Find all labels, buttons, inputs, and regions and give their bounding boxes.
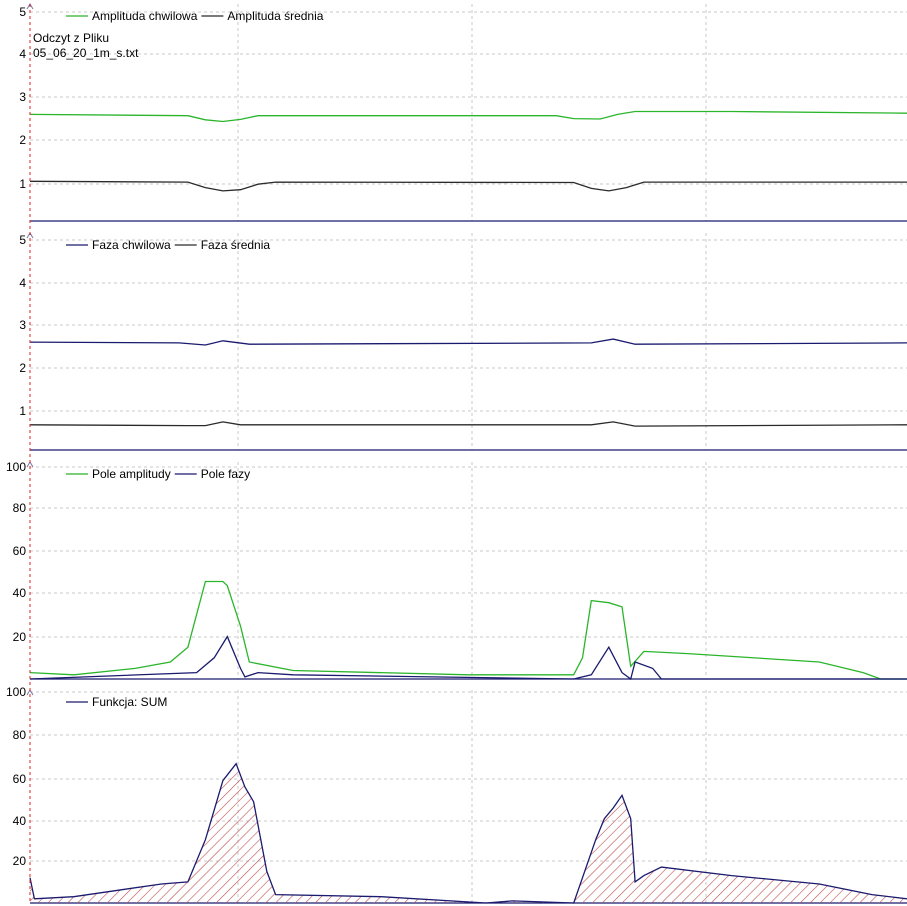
legend-label: Funkcja: SUM — [92, 695, 167, 709]
series-line-1 — [29, 580, 907, 680]
series-line-1 — [29, 762, 907, 904]
legend-label: Pole fazy — [201, 467, 250, 481]
y-tick-label: 40 — [13, 814, 27, 828]
panel-2: 1 2 3 4 5 Faza chwilowa Faza średnia — [19, 232, 907, 451]
series-line-2 — [29, 421, 907, 427]
legend-label: Amplituda chwilowa — [92, 9, 198, 23]
series-line-1 — [29, 110, 907, 123]
y-tick-label: 20 — [13, 630, 27, 644]
y-tick-label: 4 — [19, 47, 26, 61]
legend-label: Faza średnia — [201, 238, 271, 252]
series-line-2 — [29, 635, 907, 681]
y-tick-label: 4 — [19, 276, 26, 290]
panel-1: 1 2 3 4 5 Amplituda chwilowa Amplituda średnia — [19, 3, 907, 222]
series-line-2 — [29, 180, 907, 192]
y-tick-label: 100 — [6, 685, 26, 699]
filename-label: 05_06_20_1m_s.txt — [33, 46, 139, 60]
y-tick-label: 5 — [19, 233, 26, 247]
y-tick-label: 80 — [13, 728, 27, 742]
y-tick-label: 3 — [19, 90, 26, 104]
y-tick-label: 2 — [19, 133, 26, 147]
panel-4: 20 40 60 80 100 Funkcja: SUM — [6, 685, 907, 904]
y-tick-label: 40 — [13, 586, 27, 600]
series-area-1 — [30, 763, 907, 903]
y-tick-label: 1 — [19, 177, 26, 191]
y-tick-label: 3 — [19, 318, 26, 332]
y-tick-label: 5 — [19, 5, 26, 19]
y-tick-label: 80 — [13, 501, 27, 515]
y-tick-label: 2 — [19, 361, 26, 375]
series-line-1 — [29, 338, 907, 346]
y-tick-label: 1 — [19, 404, 26, 418]
y-tick-label: 20 — [13, 854, 27, 868]
y-tick-label: 60 — [13, 772, 27, 786]
y-tick-label: 60 — [13, 544, 27, 558]
legend-label: Amplituda średnia — [227, 9, 323, 23]
source-label: Odczyt z Pliku — [33, 31, 109, 45]
y-tick-label: 100 — [6, 460, 26, 474]
panel-3: 20 40 60 80 100 Pole amplitudy Pole fazy — [6, 460, 907, 681]
legend-label: Faza chwilowa — [92, 238, 171, 252]
legend-label: Pole amplitudy — [92, 467, 171, 481]
